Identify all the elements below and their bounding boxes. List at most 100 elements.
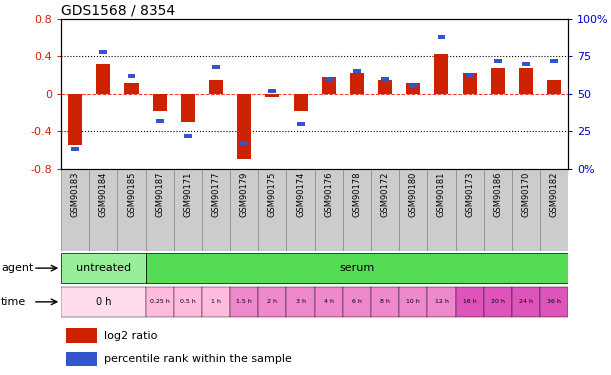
Bar (315, 169, 343, 251)
Bar (230, 286, 258, 317)
Bar (381, 76, 389, 81)
Text: GSM90177: GSM90177 (211, 171, 221, 217)
Bar (434, 54, 448, 94)
Text: GSM90185: GSM90185 (127, 171, 136, 217)
Bar (456, 286, 484, 317)
Bar (153, 94, 167, 111)
Bar (145, 169, 174, 251)
Text: GSM90180: GSM90180 (409, 171, 418, 217)
Text: 6 h: 6 h (352, 299, 362, 304)
Bar (202, 169, 230, 251)
Bar (68, 94, 82, 146)
Text: GSM90175: GSM90175 (268, 171, 277, 217)
Bar (128, 74, 136, 78)
Bar (66, 352, 97, 366)
Text: serum: serum (339, 263, 375, 273)
Text: 1 h: 1 h (211, 299, 221, 304)
Bar (265, 94, 279, 97)
Bar (268, 88, 276, 93)
Bar (97, 64, 111, 94)
Text: untreated: untreated (76, 263, 131, 273)
Bar (240, 141, 248, 146)
Bar (427, 286, 456, 317)
Bar (237, 94, 251, 159)
Bar (258, 169, 287, 251)
Bar (550, 58, 558, 63)
Bar (540, 169, 568, 251)
Bar (322, 77, 336, 94)
Bar (258, 286, 287, 317)
Text: GSM90186: GSM90186 (493, 171, 502, 217)
Text: GSM90171: GSM90171 (183, 171, 192, 217)
Text: 4 h: 4 h (324, 299, 334, 304)
Text: GSM90187: GSM90187 (155, 171, 164, 217)
Bar (202, 286, 230, 317)
Text: GSM90176: GSM90176 (324, 171, 333, 217)
Text: GSM90181: GSM90181 (437, 171, 446, 217)
Bar (89, 169, 117, 251)
Bar (230, 169, 258, 251)
Text: GSM90170: GSM90170 (521, 171, 530, 217)
Text: 24 h: 24 h (519, 299, 533, 304)
Text: GSM90183: GSM90183 (71, 171, 79, 217)
Bar (184, 134, 192, 138)
Bar (315, 286, 343, 317)
Bar (484, 286, 512, 317)
Bar (325, 76, 333, 81)
Bar (491, 68, 505, 94)
Bar (145, 286, 174, 317)
Text: 20 h: 20 h (491, 299, 505, 304)
Text: 12 h: 12 h (434, 299, 448, 304)
Bar (61, 169, 89, 251)
Bar (409, 84, 417, 88)
Text: log2 ratio: log2 ratio (104, 331, 158, 340)
Text: GSM90184: GSM90184 (99, 171, 108, 217)
Text: GSM90182: GSM90182 (550, 171, 558, 217)
Bar (71, 147, 79, 152)
Text: 3 h: 3 h (296, 299, 306, 304)
Bar (287, 286, 315, 317)
Bar (350, 73, 364, 94)
Text: 10 h: 10 h (406, 299, 420, 304)
Bar (61, 286, 145, 317)
Bar (512, 169, 540, 251)
Text: 1.5 h: 1.5 h (236, 299, 252, 304)
Bar (100, 50, 108, 54)
Bar (66, 328, 97, 343)
Bar (522, 62, 530, 66)
Text: GDS1568 / 8354: GDS1568 / 8354 (61, 4, 175, 18)
Text: time: time (1, 297, 26, 307)
Bar (399, 169, 427, 251)
Text: 0.25 h: 0.25 h (150, 299, 170, 304)
Bar (466, 74, 474, 78)
Bar (371, 169, 399, 251)
Bar (519, 68, 533, 94)
Bar (117, 169, 145, 251)
Bar (287, 169, 315, 251)
Text: 16 h: 16 h (463, 299, 477, 304)
Bar (494, 58, 502, 63)
Bar (484, 169, 512, 251)
Text: GSM90174: GSM90174 (296, 171, 305, 217)
Bar (456, 169, 484, 251)
Bar (378, 80, 392, 94)
Bar (174, 169, 202, 251)
Bar (61, 253, 145, 284)
Text: 36 h: 36 h (547, 299, 561, 304)
Bar (547, 80, 561, 94)
Text: 0 h: 0 h (95, 297, 111, 307)
Bar (427, 169, 456, 251)
Text: 8 h: 8 h (380, 299, 390, 304)
Bar (343, 286, 371, 317)
Bar (463, 73, 477, 94)
Bar (437, 34, 445, 39)
Text: GSM90172: GSM90172 (381, 171, 390, 217)
Bar (145, 253, 568, 284)
Bar (399, 286, 427, 317)
Text: 0.5 h: 0.5 h (180, 299, 196, 304)
Text: GSM90173: GSM90173 (465, 171, 474, 217)
Bar (174, 286, 202, 317)
Bar (156, 118, 164, 123)
Bar (125, 82, 139, 94)
Bar (293, 94, 307, 111)
